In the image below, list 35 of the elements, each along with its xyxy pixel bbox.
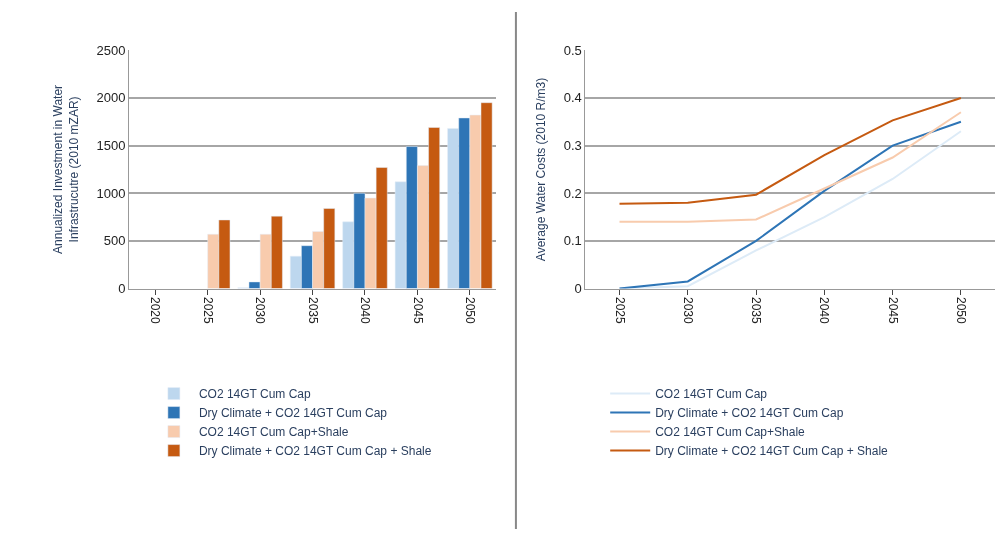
x-tick-label: 2035 <box>749 296 764 325</box>
x-tick-label: 2050 <box>462 296 477 325</box>
x-tick-label: 2050 <box>954 296 969 325</box>
y-tick-label: 1500 <box>96 138 126 154</box>
y-tick-label: 0.4 <box>563 90 582 106</box>
x-tick-label: 2025 <box>200 296 215 325</box>
x-tick-label: 2030 <box>253 296 268 325</box>
y-tick-label: 1000 <box>96 185 126 201</box>
legend-label: CO2 14GT Cum Cap <box>198 387 312 402</box>
y-tick-label: 0 <box>118 281 126 297</box>
y-tick-label: 500 <box>103 233 126 249</box>
y-tick-label: 0.2 <box>563 185 582 201</box>
legend-label: Dry Climate + CO2 14GT Cum Cap <box>655 406 844 421</box>
x-tick-label: 2030 <box>680 296 695 325</box>
x-tick-label: 2045 <box>885 296 900 325</box>
x-tick-label: 2040 <box>817 296 832 325</box>
legend-label: CO2 14GT Cum Cap+Shale <box>655 425 806 440</box>
legend-label: Dry Climate + CO2 14GT Cum Cap + Shale <box>198 444 432 459</box>
x-tick-label: 2025 <box>612 296 627 325</box>
x-tick-label: 2045 <box>410 296 425 325</box>
legend-label: Dry Climate + CO2 14GT Cum Cap + Shale <box>655 444 889 459</box>
y-tick-label: 2500 <box>96 42 126 58</box>
x-tick-label: 2020 <box>148 296 163 325</box>
y-tick-label: 2000 <box>96 90 126 106</box>
legend-label: CO2 14GT Cum Cap <box>655 387 768 402</box>
legend-label: CO2 14GT Cum Cap+Shale <box>198 425 349 440</box>
y-axis-title: Annualized Investment in Water Infrastrucutre (2010 mZAR) <box>51 84 81 254</box>
y-tick-label: 0.1 <box>563 233 582 249</box>
x-tick-label: 2035 <box>305 296 320 325</box>
y-tick-label: 0.5 <box>563 42 582 58</box>
y-axis-title: Average Water Costs (2010 R/m3) <box>533 77 548 262</box>
x-tick-label: 2040 <box>358 296 373 325</box>
y-tick-label: 0 <box>574 281 582 297</box>
legend-label: Dry Climate + CO2 14GT Cum Cap <box>198 406 388 421</box>
y-tick-label: 0.3 <box>563 138 582 154</box>
